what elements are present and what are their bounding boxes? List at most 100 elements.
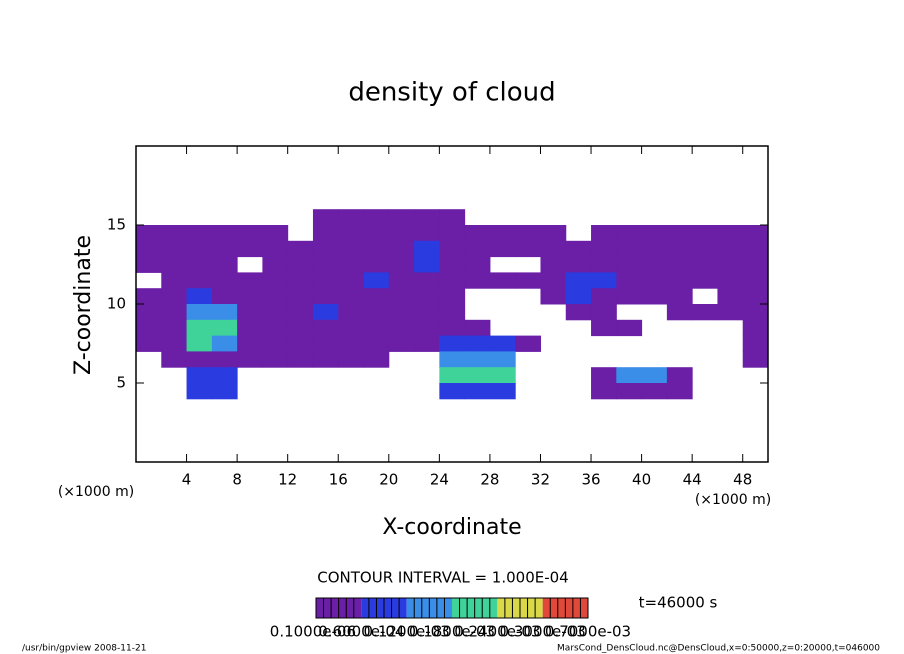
contour-cell bbox=[186, 304, 213, 321]
x-tick-label: 28 bbox=[480, 471, 499, 489]
contour-cell bbox=[641, 272, 668, 289]
contour-cell bbox=[692, 256, 718, 273]
contour-cell bbox=[312, 209, 339, 226]
contour-cell bbox=[312, 335, 339, 352]
footer-right: MarsCond_DensCloud.nc@DensCloud,x=0:5000… bbox=[557, 644, 880, 654]
contour-cell bbox=[742, 225, 769, 242]
contour-cell bbox=[338, 304, 365, 321]
x-tick-label: 44 bbox=[683, 471, 702, 489]
contour-cell bbox=[591, 288, 617, 305]
contour-cell bbox=[237, 319, 263, 337]
contour-cell bbox=[312, 288, 339, 305]
x-tick-label: 16 bbox=[329, 471, 348, 489]
contour-cell bbox=[363, 240, 390, 258]
contour-cell bbox=[464, 240, 491, 258]
contour-cell bbox=[591, 304, 617, 321]
contour-cell bbox=[388, 209, 415, 226]
colorbar-label: 0.1200e-03 bbox=[364, 623, 450, 641]
contour-cell bbox=[262, 225, 289, 242]
contour-cell bbox=[414, 335, 440, 352]
contour-cell bbox=[742, 351, 769, 368]
contour-cell bbox=[237, 272, 263, 289]
contour-cell bbox=[666, 256, 693, 273]
contour-cell bbox=[312, 272, 339, 289]
contour-cell bbox=[540, 240, 567, 258]
contour-cell bbox=[439, 367, 466, 384]
contour-cell bbox=[388, 288, 415, 305]
contour-cell bbox=[363, 304, 390, 321]
contour-cell bbox=[692, 304, 718, 321]
contour-cell bbox=[692, 225, 718, 242]
contour-cell bbox=[186, 256, 213, 273]
contour-cell bbox=[489, 240, 516, 258]
contour-cell bbox=[287, 351, 314, 368]
contour-cell bbox=[161, 351, 188, 368]
contour-cell bbox=[287, 288, 314, 305]
contour-cell bbox=[666, 304, 693, 321]
contour-cell bbox=[439, 351, 466, 368]
contour-cell bbox=[717, 288, 744, 305]
contour-cell bbox=[363, 319, 390, 337]
contour-cell bbox=[565, 272, 592, 289]
contour-cell bbox=[439, 319, 466, 337]
contour-cell bbox=[211, 351, 238, 368]
contour-cell bbox=[616, 288, 643, 305]
contour-cell bbox=[363, 272, 390, 289]
y-axis-label: Z-coordinate bbox=[71, 235, 96, 375]
contour-cell bbox=[489, 225, 516, 242]
contour-cell bbox=[262, 256, 289, 273]
contour-cell bbox=[439, 272, 466, 289]
contour-cell bbox=[136, 335, 162, 352]
contour-cell bbox=[237, 240, 263, 258]
x-tick-label: 12 bbox=[278, 471, 297, 489]
contour-cell bbox=[338, 256, 365, 273]
contour-cell bbox=[211, 335, 238, 352]
contour-cell bbox=[237, 335, 263, 352]
contour-cell bbox=[338, 272, 365, 289]
contour-cell bbox=[414, 209, 440, 226]
contour-cell bbox=[616, 319, 643, 337]
y-tick-label: 10 bbox=[107, 295, 126, 313]
contour-cell bbox=[312, 256, 339, 273]
contour-cell bbox=[591, 367, 617, 384]
contour-cell bbox=[742, 272, 769, 289]
contour-cell bbox=[287, 335, 314, 352]
contour-cell bbox=[237, 304, 263, 321]
contour-cell bbox=[161, 240, 188, 258]
contour-cell bbox=[515, 225, 541, 242]
contour-cell bbox=[489, 272, 516, 289]
colorbar-label: 0.1000e-06 bbox=[270, 623, 356, 641]
contour-cell bbox=[439, 225, 466, 242]
contour-cell bbox=[616, 383, 643, 400]
y-tick-label: 5 bbox=[116, 374, 126, 392]
contour-cell bbox=[414, 272, 440, 289]
contour-cell bbox=[666, 288, 693, 305]
contour-cell bbox=[338, 319, 365, 337]
contour-note: CONTOUR INTERVAL = 1.000E-04 bbox=[317, 569, 568, 587]
contour-cell bbox=[161, 225, 188, 242]
contour-cell bbox=[136, 225, 162, 242]
contour-cell bbox=[616, 225, 643, 242]
contour-cell bbox=[439, 240, 466, 258]
contour-cell bbox=[363, 225, 390, 242]
contour-cell bbox=[540, 225, 567, 242]
contour-cell bbox=[464, 367, 491, 384]
contour-cell bbox=[692, 240, 718, 258]
contour-cell bbox=[439, 209, 466, 226]
contour-cell bbox=[262, 272, 289, 289]
contour-cell bbox=[414, 288, 440, 305]
contour-cell bbox=[414, 304, 440, 321]
contour-cell bbox=[312, 351, 339, 368]
x-tick-label: 40 bbox=[632, 471, 651, 489]
x-tick-label: 8 bbox=[232, 471, 242, 489]
contour-cell bbox=[616, 272, 643, 289]
time-note: t=46000 s bbox=[639, 594, 718, 612]
contour-cell bbox=[338, 209, 365, 226]
contour-cell bbox=[262, 351, 289, 368]
contour-cell bbox=[464, 225, 491, 242]
contour-cell bbox=[363, 256, 390, 273]
contour-cell bbox=[312, 319, 339, 337]
contour-cell bbox=[161, 288, 188, 305]
x-axis-label: X-coordinate bbox=[382, 515, 521, 540]
contour-cell bbox=[515, 272, 541, 289]
